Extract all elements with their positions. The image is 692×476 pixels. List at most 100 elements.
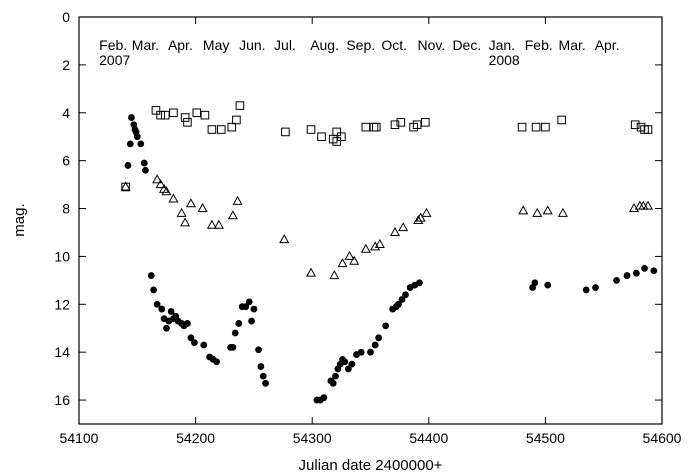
data-point-circle — [235, 320, 243, 327]
data-point-triangle — [206, 219, 217, 229]
data-point-circle — [124, 162, 132, 169]
data-point-square — [412, 120, 422, 130]
data-point-circle — [142, 166, 149, 174]
month-label: Apr. — [595, 37, 620, 53]
data-point-square — [227, 122, 237, 132]
y-tick-label: 2 — [62, 57, 70, 73]
data-point-circle — [348, 360, 356, 368]
data-point-circle — [367, 348, 374, 356]
data-point-triangle — [279, 234, 290, 244]
data-point-square — [332, 137, 341, 146]
data-point-circle — [231, 329, 239, 337]
month-label: Aug. — [310, 37, 339, 53]
data-point-square — [183, 118, 192, 127]
data-point-square — [169, 108, 178, 118]
data-point-circle — [126, 140, 134, 148]
data-point-triangle — [152, 174, 163, 184]
x-tick-label: 54400 — [409, 430, 448, 446]
data-point-circle — [184, 320, 191, 327]
data-point-circle — [375, 334, 383, 342]
y-tick-label: 12 — [54, 296, 70, 312]
data-point-triangle — [374, 238, 385, 248]
data-point-square — [541, 122, 550, 132]
month-label: Sep. — [346, 37, 375, 53]
data-point-square — [216, 125, 226, 134]
data-point-triangle — [532, 207, 543, 217]
data-point-triangle — [557, 207, 568, 217]
y-tick-label: 14 — [54, 344, 70, 360]
data-point-circle — [137, 140, 145, 148]
data-point-circle — [133, 133, 141, 141]
data-point-circle — [341, 358, 349, 366]
y-tick-label: 4 — [62, 105, 70, 121]
month-label: Feb. — [525, 37, 553, 53]
data-point-circle — [382, 322, 390, 330]
month-label: Feb. — [99, 37, 127, 53]
data-point-circle — [623, 272, 631, 279]
x-tick-label: 54500 — [526, 430, 565, 446]
data-point-triangle — [542, 205, 553, 215]
data-point-circle — [416, 279, 423, 287]
y-tick-label: 6 — [62, 153, 70, 169]
data-point-triangle — [349, 255, 360, 265]
data-point-square — [390, 120, 400, 130]
data-point-square — [151, 106, 161, 115]
data-point-triangle — [421, 207, 432, 217]
data-point-circle — [259, 372, 267, 380]
y-tick-label: 16 — [54, 392, 70, 408]
month-label: Jan. — [489, 37, 515, 53]
data-point-square — [192, 108, 202, 118]
y-tick-label: 8 — [62, 201, 70, 217]
x-tick-label: 54600 — [643, 430, 682, 446]
data-point-circle — [650, 267, 658, 275]
month-label: Nov. — [417, 37, 445, 53]
data-point-circle — [163, 324, 170, 332]
data-point-circle — [632, 269, 640, 277]
data-point-triangle — [337, 258, 348, 268]
data-point-circle — [128, 114, 135, 121]
data-point-circle — [213, 358, 220, 366]
data-point-circle — [398, 296, 406, 303]
x-tick-label: 54100 — [60, 430, 99, 446]
data-point-circle — [329, 379, 337, 387]
data-point-triangle — [389, 226, 401, 236]
y-tick-label: 0 — [62, 9, 70, 25]
data-point-square — [160, 110, 170, 120]
y-tick-label: 10 — [54, 248, 70, 264]
data-point-circle — [229, 343, 237, 351]
data-point-circle — [147, 272, 155, 279]
data-point-square — [332, 127, 341, 137]
year-label: 2007 — [99, 52, 130, 68]
data-point-circle — [613, 276, 620, 284]
data-point-square — [281, 127, 290, 137]
data-point-circle — [245, 298, 253, 306]
data-point-square — [396, 118, 406, 127]
data-point-triangle — [197, 203, 208, 213]
month-label: Mar. — [559, 37, 586, 53]
data-point-triangle — [415, 212, 426, 222]
month-label: Jul. — [274, 37, 296, 53]
data-point-square — [306, 125, 316, 134]
data-point-triangle — [344, 250, 355, 260]
data-point-square — [531, 122, 541, 132]
data-point-triangle — [213, 219, 224, 229]
data-point-triangle — [398, 222, 409, 232]
data-point-square — [180, 113, 190, 122]
data-point-square — [361, 122, 371, 132]
data-point-circle — [191, 339, 198, 346]
data-point-circle — [357, 348, 365, 356]
data-point-circle — [402, 291, 409, 299]
data-point-square — [630, 120, 640, 130]
data-point-circle — [242, 303, 250, 311]
data-point-square — [337, 132, 346, 142]
x-tick-label: 54300 — [293, 430, 332, 446]
month-label: May — [203, 37, 229, 53]
data-point-triangle — [370, 241, 381, 251]
data-point-circle — [344, 365, 352, 373]
data-point-triangle — [180, 217, 191, 227]
data-point-triangle — [161, 186, 172, 196]
data-point-circle — [255, 346, 262, 354]
data-point-square — [317, 132, 326, 142]
data-point-circle — [150, 286, 158, 294]
data-point-circle — [153, 300, 161, 308]
